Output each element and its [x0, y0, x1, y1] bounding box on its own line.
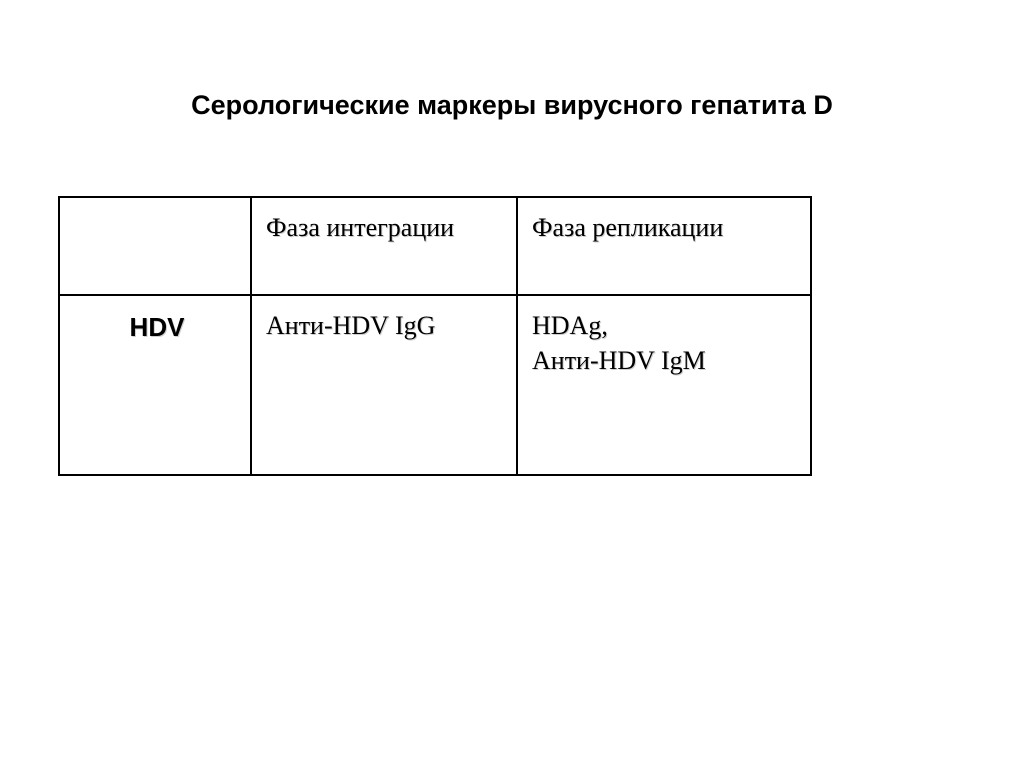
header-cell-replication: Фаза репликации — [517, 197, 811, 295]
cell-replication-phase: HDAg, Анти-HDV IgM — [517, 295, 811, 475]
header-cell-empty — [59, 197, 251, 295]
table-data-row: HDV Анти-HDV IgG HDAg, Анти-HDV IgM — [59, 295, 811, 475]
markers-table: Фаза интеграции Фаза репликации HDV Анти… — [58, 196, 812, 476]
row-label-hdv: HDV — [59, 295, 251, 475]
cell-integration-phase: Анти-HDV IgG — [251, 295, 517, 475]
header-cell-integration: Фаза интеграции — [251, 197, 517, 295]
slide-title: Серологические маркеры вирусного гепатит… — [0, 90, 1024, 121]
table-header-row: Фаза интеграции Фаза репликации — [59, 197, 811, 295]
replication-line-1: HDAg, — [532, 311, 608, 340]
replication-line-2: Анти-HDV IgM — [532, 346, 706, 375]
